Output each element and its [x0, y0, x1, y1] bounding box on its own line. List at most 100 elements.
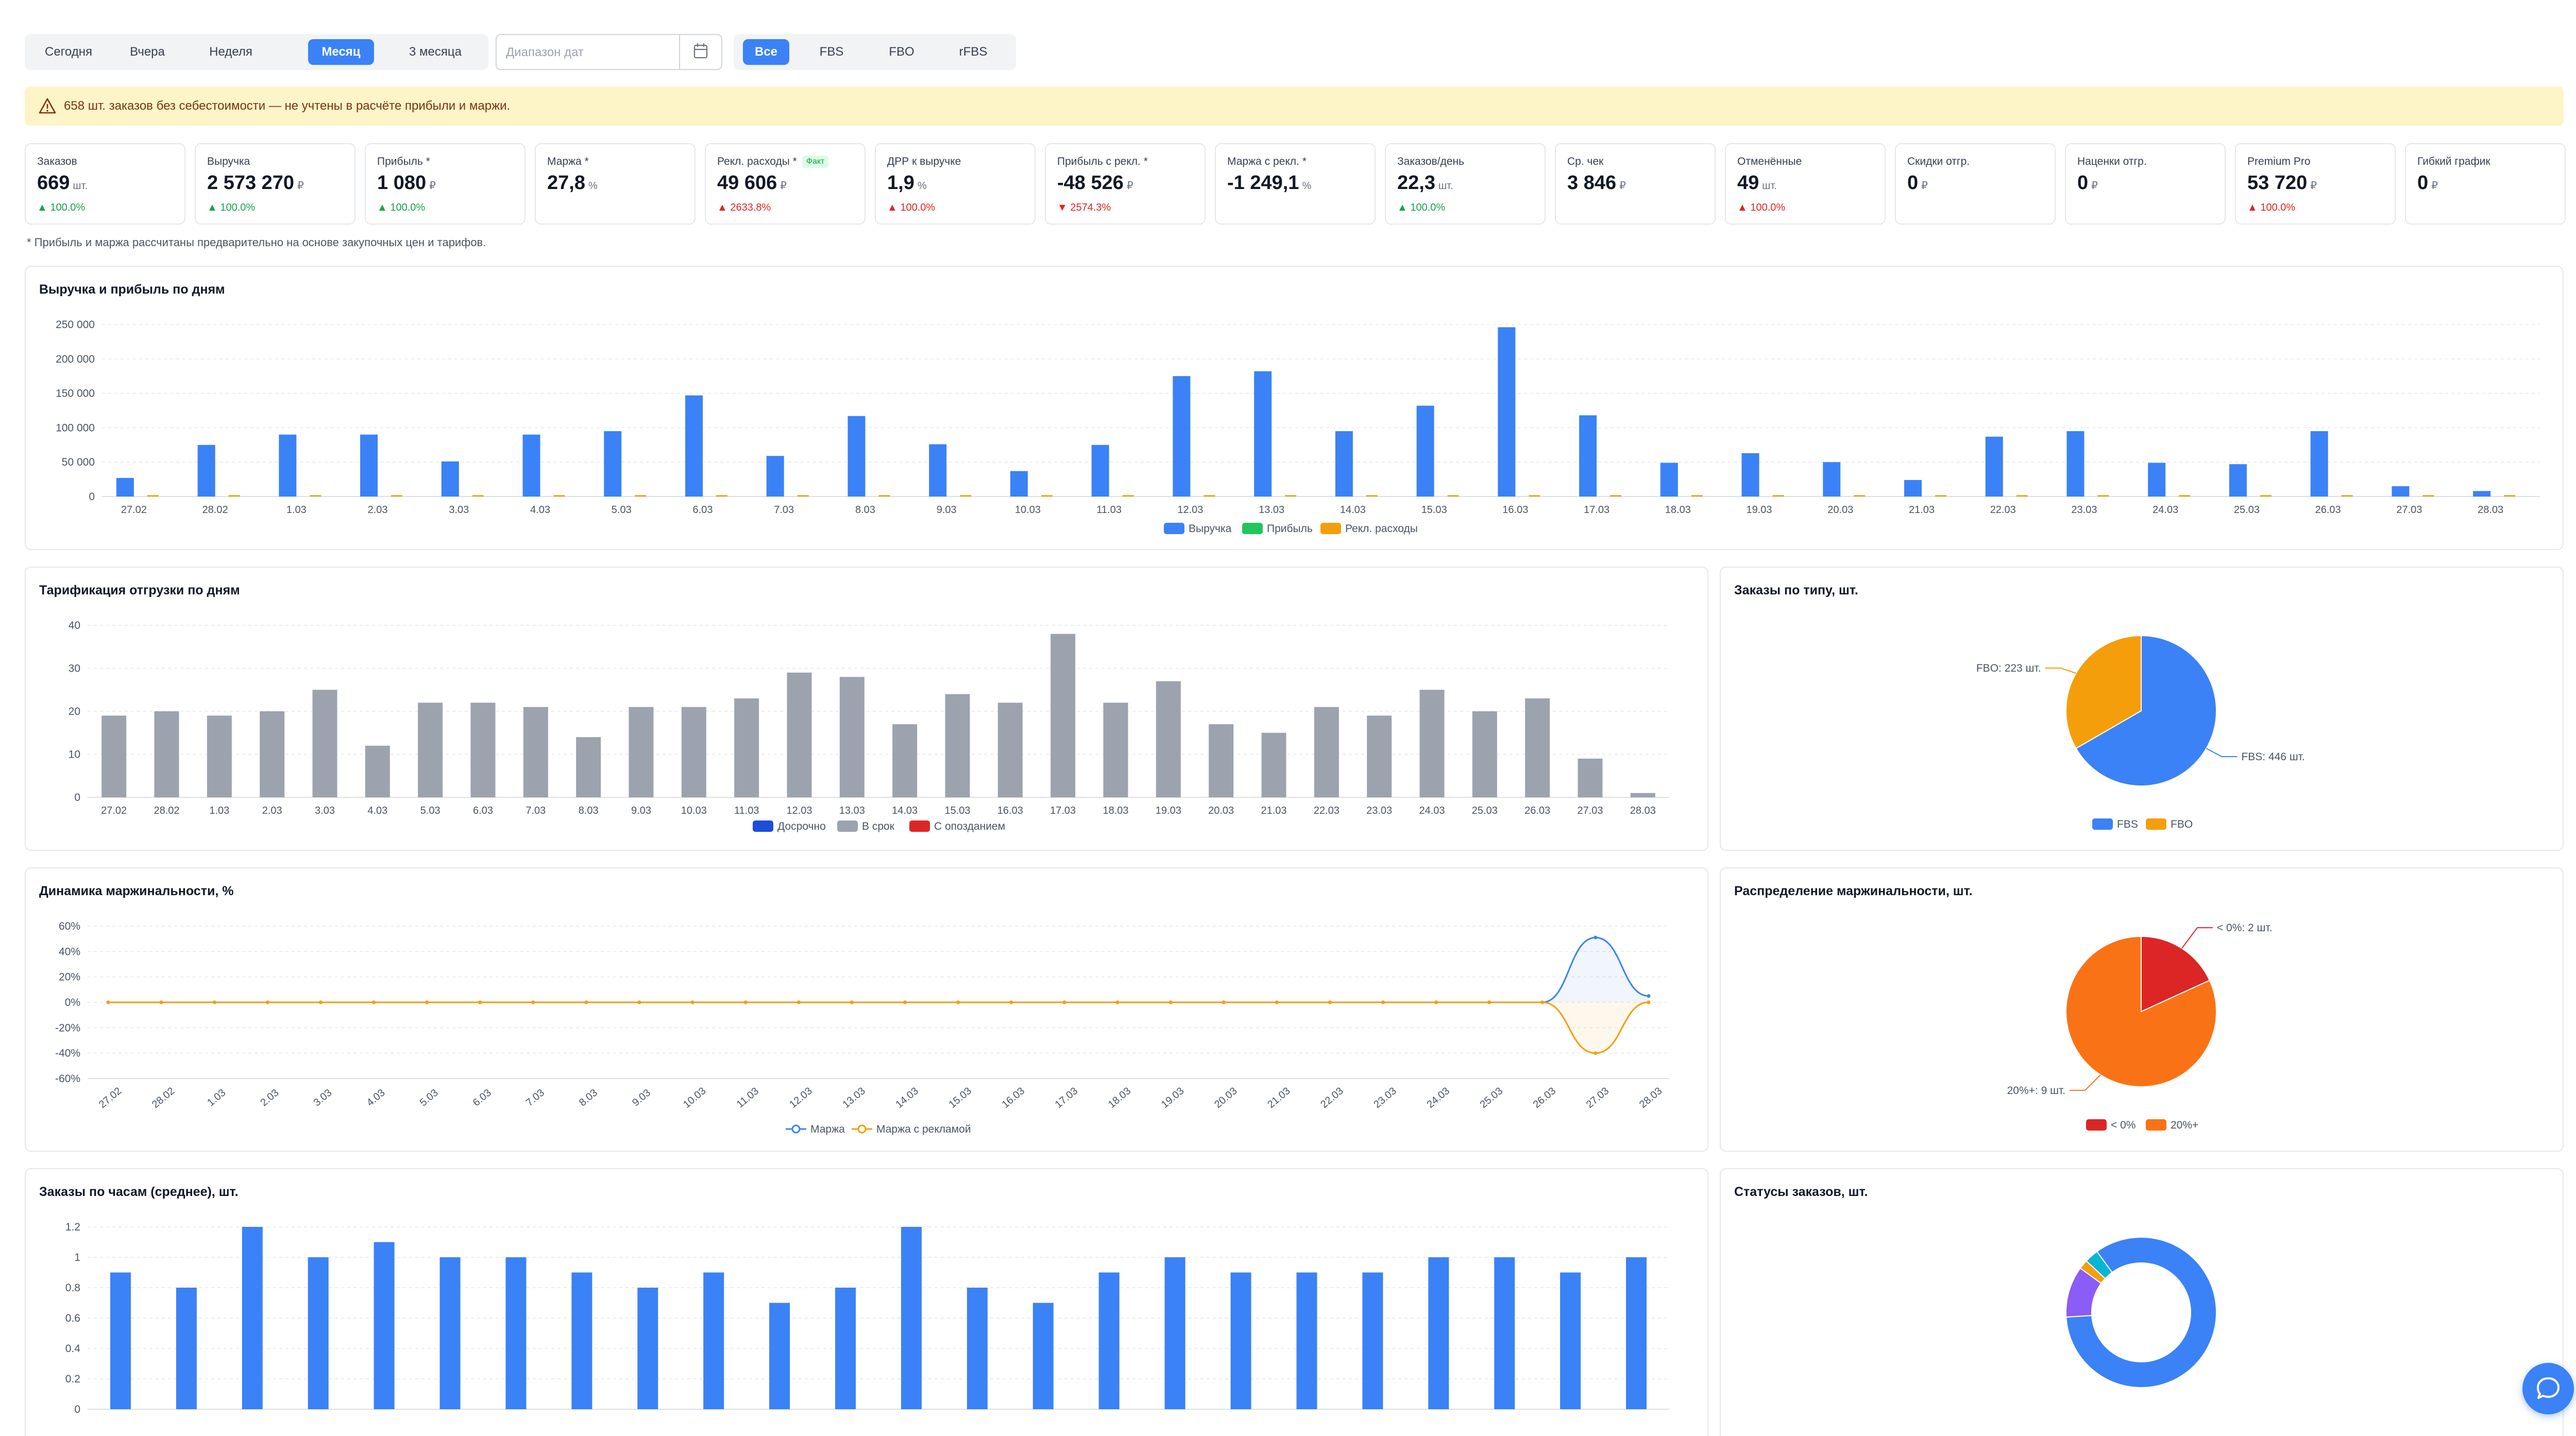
bar[interactable] — [878, 495, 890, 497]
bar[interactable] — [2260, 495, 2272, 497]
period-3months-button[interactable]: 3 месяца — [409, 45, 462, 59]
period-today-button[interactable]: Сегодня — [45, 45, 92, 59]
line-point[interactable] — [159, 1000, 163, 1004]
bar[interactable] — [604, 431, 622, 497]
bar[interactable] — [929, 444, 947, 497]
line-point[interactable] — [956, 1000, 960, 1004]
line-point[interactable] — [1487, 1000, 1492, 1004]
bar[interactable] — [1010, 471, 1028, 497]
bar[interactable] — [901, 1227, 922, 1409]
legend-swatch[interactable] — [1242, 523, 1263, 534]
legend-swatch[interactable] — [1320, 523, 1341, 534]
bar[interactable] — [960, 495, 972, 497]
bar[interactable] — [571, 1272, 592, 1410]
line-point[interactable] — [1594, 935, 1598, 939]
bar[interactable] — [1985, 436, 2003, 497]
line-point[interactable] — [1540, 1000, 1545, 1004]
bar[interactable] — [505, 1257, 527, 1409]
line-point[interactable] — [1434, 1000, 1438, 1004]
pie-slice[interactable] — [2065, 935, 2217, 1087]
bar[interactable] — [2229, 464, 2247, 497]
bar[interactable] — [260, 711, 285, 797]
bar[interactable] — [553, 495, 565, 497]
legend-swatch[interactable] — [2092, 818, 2113, 830]
bar[interactable] — [1296, 1272, 1317, 1410]
bar[interactable] — [365, 745, 390, 797]
bar[interactable] — [116, 477, 134, 497]
bar[interactable] — [1472, 711, 1497, 797]
bar[interactable] — [472, 495, 484, 497]
line-point[interactable] — [1381, 1000, 1385, 1004]
line-point[interactable] — [584, 1000, 588, 1004]
line-point[interactable] — [1594, 1051, 1598, 1055]
bar[interactable] — [892, 724, 918, 797]
bar[interactable] — [2422, 495, 2434, 497]
bar[interactable] — [766, 456, 784, 497]
bar[interactable] — [2179, 495, 2191, 497]
bar[interactable] — [2097, 495, 2109, 497]
line-point[interactable] — [265, 1000, 269, 1004]
line-point[interactable] — [1647, 994, 1651, 998]
bar[interactable] — [2504, 495, 2516, 497]
bar[interactable] — [2148, 463, 2166, 497]
bar[interactable] — [418, 703, 443, 797]
line-point[interactable] — [212, 1000, 216, 1004]
legend-swatch[interactable] — [909, 820, 930, 832]
bar[interactable] — [1854, 495, 1866, 497]
line-point[interactable] — [1062, 1000, 1066, 1004]
bar[interactable] — [1362, 1272, 1383, 1410]
legend-swatch[interactable] — [1164, 523, 1184, 534]
bar[interactable] — [1626, 1257, 1647, 1409]
bar[interactable] — [1904, 480, 1922, 497]
bar[interactable] — [2392, 486, 2410, 497]
bar[interactable] — [1314, 707, 1339, 797]
line-point[interactable] — [903, 1000, 907, 1004]
type-rfbs-button[interactable]: rFBS — [959, 45, 988, 59]
bar[interactable] — [1103, 703, 1128, 797]
bar[interactable] — [1772, 495, 1784, 497]
bar[interactable] — [734, 698, 759, 797]
bar[interactable] — [228, 495, 240, 497]
bar[interactable] — [312, 690, 337, 797]
bar[interactable] — [848, 416, 866, 497]
legend-swatch[interactable] — [2146, 1119, 2166, 1131]
calendar-button[interactable] — [679, 35, 721, 69]
type-fbo-button[interactable]: FBO — [889, 45, 914, 59]
bar[interactable] — [197, 445, 215, 497]
bar[interactable] — [470, 703, 496, 797]
bar[interactable] — [154, 711, 179, 797]
line-point[interactable] — [1275, 1000, 1279, 1004]
line-point[interactable] — [796, 1000, 801, 1004]
bar[interactable] — [1032, 1303, 1054, 1410]
support-chat-button[interactable] — [2522, 1363, 2574, 1414]
bar[interactable] — [835, 1288, 856, 1409]
bar[interactable] — [1261, 732, 1286, 797]
bar[interactable] — [1935, 495, 1946, 497]
bar[interactable] — [1091, 445, 1109, 497]
bar[interactable] — [1416, 405, 1434, 497]
bar[interactable] — [1366, 495, 1378, 497]
bar[interactable] — [1660, 463, 1678, 497]
bar[interactable] — [310, 495, 321, 497]
bar[interactable] — [1610, 495, 1622, 497]
bar[interactable] — [207, 715, 232, 797]
line-point[interactable] — [1115, 1000, 1120, 1004]
bar[interactable] — [1041, 495, 1053, 497]
bar[interactable] — [441, 461, 459, 497]
line-point[interactable] — [1009, 1000, 1013, 1004]
bar[interactable] — [716, 495, 727, 497]
legend-swatch[interactable] — [753, 820, 773, 832]
bar[interactable] — [769, 1303, 790, 1410]
bar[interactable] — [242, 1227, 263, 1409]
bar[interactable] — [1285, 495, 1297, 497]
bar[interactable] — [1578, 758, 1603, 797]
period-month-button[interactable]: Месяц — [308, 39, 374, 65]
bar[interactable] — [2016, 495, 2028, 497]
legend-swatch[interactable] — [2086, 1119, 2107, 1131]
bar[interactable] — [391, 495, 403, 497]
line-point[interactable] — [425, 1000, 429, 1004]
bar[interactable] — [2341, 495, 2353, 497]
line-point[interactable] — [850, 1000, 854, 1004]
line-point[interactable] — [478, 1000, 482, 1004]
bar[interactable] — [2310, 431, 2328, 497]
